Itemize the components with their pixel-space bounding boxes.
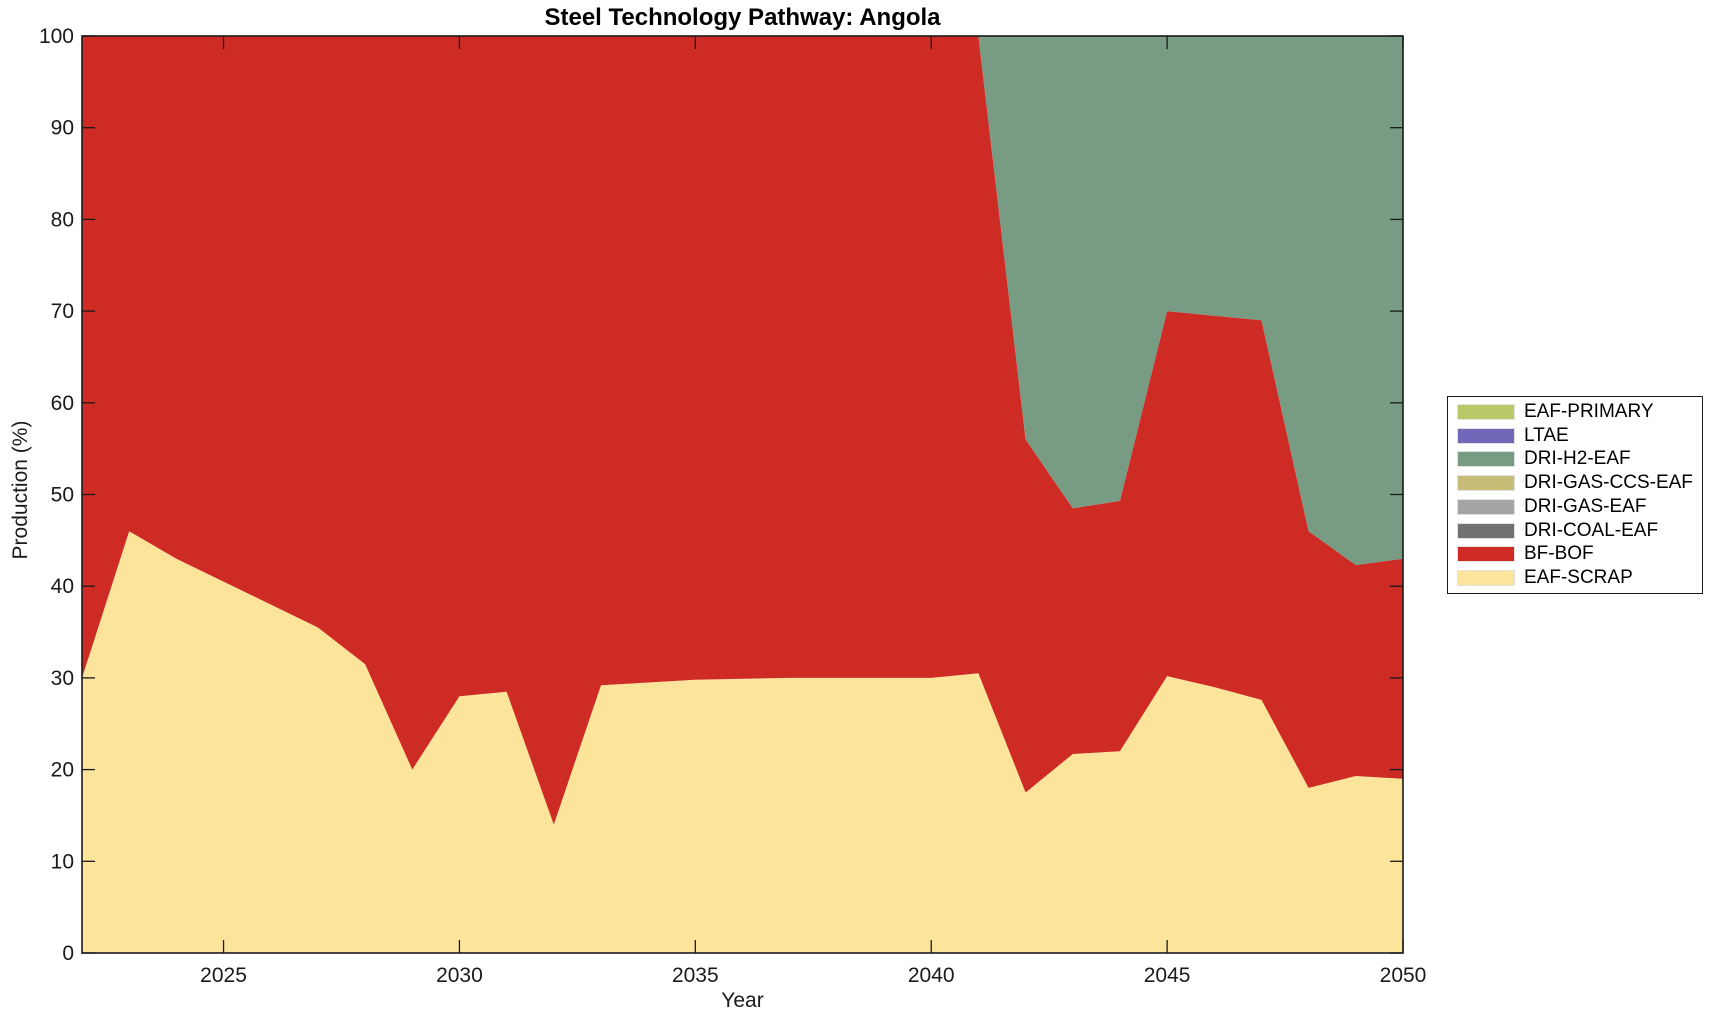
x-tick-label: 2040	[908, 964, 955, 987]
legend-swatch-dri-gas-ccs-eaf	[1457, 475, 1515, 492]
area-dri-h2-eaf	[82, 36, 1403, 566]
legend-item-eaf-scrap: EAF-SCRAP	[1448, 567, 1702, 589]
legend-label: EAF-SCRAP	[1524, 567, 1633, 589]
legend-label: DRI-GAS-EAF	[1524, 495, 1647, 517]
y-tick-label: 0	[62, 942, 74, 965]
legend-item-eaf-primary: EAF-PRIMARY	[1448, 401, 1702, 423]
legend-swatch-dri-gas-eaf	[1457, 498, 1515, 515]
x-tick-label: 2030	[436, 964, 483, 987]
x-tick-label: 2035	[672, 964, 719, 987]
x-tick-label: 2045	[1144, 964, 1191, 987]
legend-item-bf-bof: BF-BOF	[1448, 543, 1702, 565]
y-tick-label: 80	[51, 208, 74, 231]
legend-item-dri-coal-eaf: DRI-COAL-EAF	[1448, 520, 1702, 542]
y-tick-label: 10	[51, 850, 74, 873]
x-axis-label: Year	[721, 989, 764, 1012]
y-tick-label: 70	[51, 300, 74, 323]
legend: EAF-PRIMARY LTAE DRI-H2-EAF DRI-GAS-CCS-EAF…	[1447, 396, 1703, 594]
legend-swatch-bf-bof	[1457, 546, 1515, 563]
legend-label: DRI-H2-EAF	[1524, 448, 1631, 470]
area-eaf-scrap	[82, 531, 1403, 953]
legend-item-dri-h2-eaf: DRI-H2-EAF	[1448, 448, 1702, 470]
y-axis-label: Production (%)	[9, 420, 32, 560]
legend-swatch-eaf-scrap	[1457, 570, 1515, 587]
y-tick-label: 60	[51, 392, 74, 415]
area-bf-bof	[82, 36, 1403, 825]
legend-swatch-eaf-primary	[1457, 403, 1515, 420]
y-tick-label: 30	[51, 667, 74, 690]
legend-label: BF-BOF	[1524, 543, 1594, 565]
legend-label: DRI-COAL-EAF	[1524, 519, 1659, 541]
legend-swatch-dri-coal-eaf	[1457, 522, 1515, 539]
legend-item-dri-gas-eaf: DRI-GAS-EAF	[1448, 496, 1702, 518]
y-tick-label: 20	[51, 759, 74, 782]
y-tick-label: 40	[51, 575, 74, 598]
legend-swatch-ltae	[1457, 427, 1515, 444]
x-tick-label: 2050	[1380, 964, 1427, 987]
chart-title: Steel Technology Pathway: Angola	[544, 4, 941, 31]
x-tick-label: 2025	[200, 964, 247, 987]
legend-label: EAF-PRIMARY	[1524, 400, 1654, 422]
y-tick-label: 90	[51, 117, 74, 140]
legend-swatch-dri-h2-eaf	[1457, 451, 1515, 468]
legend-label: DRI-GAS-CCS-EAF	[1524, 472, 1693, 494]
legend-item-dri-gas-ccs-eaf: DRI-GAS-CCS-EAF	[1448, 472, 1702, 494]
y-tick-label: 100	[39, 25, 74, 48]
legend-label: LTAE	[1524, 424, 1569, 446]
y-tick-label: 50	[51, 484, 74, 507]
legend-item-ltae: LTAE	[1448, 425, 1702, 447]
